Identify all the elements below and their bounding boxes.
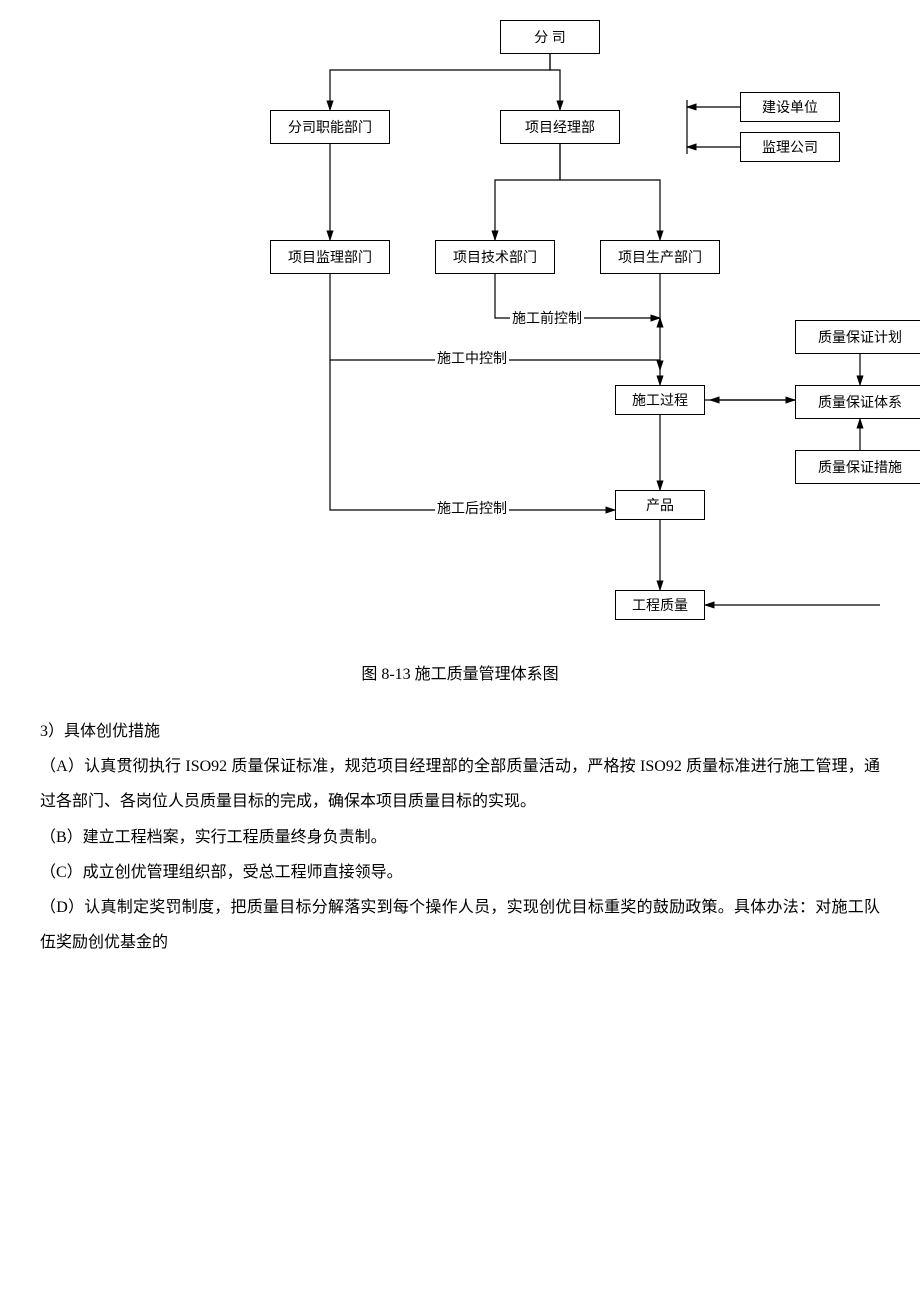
- paragraph-c: （C）成立创优管理组织部，受总工程师直接领导。: [40, 855, 880, 890]
- node-eng-qual: 工程质量: [615, 590, 705, 620]
- node-fn-dept: 分司职能部门: [270, 110, 390, 144]
- node-tech-dept: 项目技术部门: [435, 240, 555, 274]
- node-qa-plan: 质量保证计划: [795, 320, 920, 354]
- node-qa-sys: 质量保证体系: [795, 385, 920, 419]
- node-product: 产品: [615, 490, 705, 520]
- node-cons-proc: 施工过程: [615, 385, 705, 415]
- node-fensi: 分 司: [500, 20, 600, 54]
- node-qa-meas: 质量保证措施: [795, 450, 920, 484]
- node-build-unit: 建设单位: [740, 92, 840, 122]
- edge-label-pre: 施工前控制: [510, 308, 584, 328]
- node-prod-dept: 项目生产部门: [600, 240, 720, 274]
- node-sup-co: 监理公司: [740, 132, 840, 162]
- edge-label-post: 施工后控制: [435, 498, 509, 518]
- paragraph-a: （A）认真贯彻执行 ISO92 质量保证标准，规范项目经理部的全部质量活动，严格…: [40, 749, 880, 819]
- edge-label-mid: 施工中控制: [435, 348, 509, 368]
- flowchart-diagram: 分 司 分司职能部门 项目经理部 建设单位 监理公司 项目监理部门 项目技术部门…: [40, 20, 880, 640]
- section-heading: 3）具体创优措施: [40, 714, 880, 749]
- node-sup-dept: 项目监理部门: [270, 240, 390, 274]
- node-pm-dept: 项目经理部: [500, 110, 620, 144]
- figure-caption: 图 8-13 施工质量管理体系图: [40, 660, 880, 684]
- paragraph-b: （B）建立工程档案，实行工程质量终身负责制。: [40, 820, 880, 855]
- paragraph-d: （D）认真制定奖罚制度，把质量目标分解落实到每个操作人员，实现创优目标重奖的鼓励…: [40, 890, 880, 960]
